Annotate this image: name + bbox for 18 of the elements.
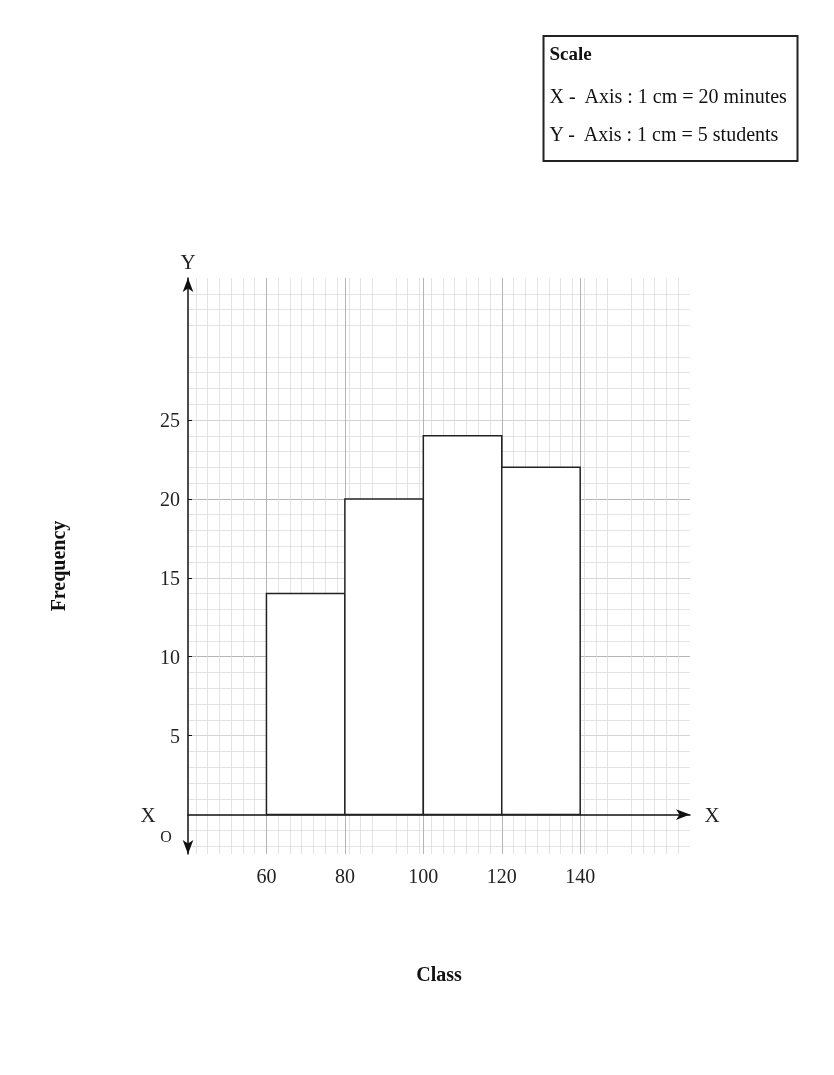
x-tick-label: 120 (486, 865, 517, 887)
text: Y (180, 250, 196, 274)
y-tick-label: 10 (160, 645, 180, 668)
y-axis-title: Frequency (47, 520, 70, 612)
x-tick-label: 140 (565, 865, 596, 887)
x-axis-title: Class (416, 963, 462, 985)
y-tick-label: 5 (170, 724, 180, 747)
text: X (704, 802, 720, 827)
x-tick-label: 80 (334, 865, 355, 887)
x-tick-label: 60 (256, 865, 277, 887)
y-tick-label: 15 (160, 566, 180, 589)
text: O (160, 828, 172, 846)
chart-subtitle: X - Axis : 1 cm = 20 minutes Y - Axis : 1 cm = 5 students (549, 85, 788, 145)
y-tick-label: 20 (160, 487, 180, 510)
text: X (140, 802, 156, 827)
y-tick-label: 25 (160, 409, 180, 432)
x-tick-label: 100 (408, 865, 439, 887)
chart-title: Scale (549, 43, 592, 64)
